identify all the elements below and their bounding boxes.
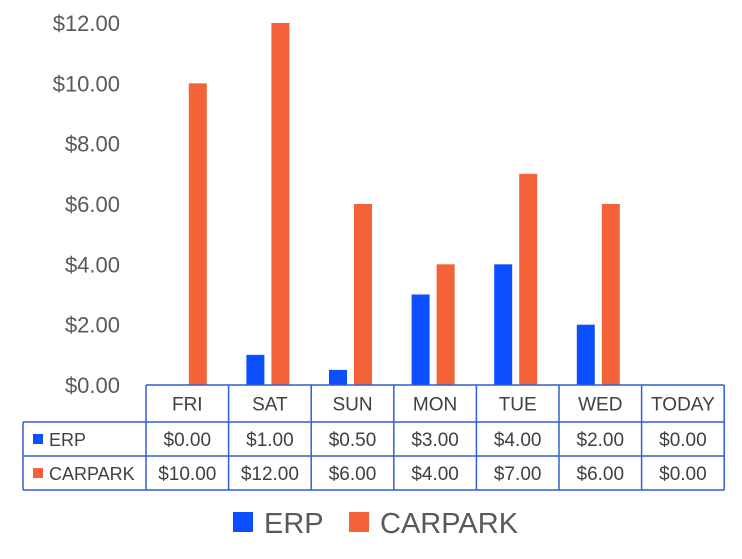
category-label: FRI — [172, 395, 203, 416]
category-label: TUE — [499, 395, 537, 416]
bar-carpark-fri — [188, 83, 207, 385]
y-tick-label: $6.00 — [65, 192, 120, 217]
bar-carpark-sun — [354, 204, 372, 385]
y-axis: $0.00 $2.00 $4.00 $6.00 $8.00 $10.00 $12.00 — [53, 11, 120, 398]
table-cell: $0.50 — [329, 430, 377, 451]
y-tick-label: $12.00 — [53, 11, 120, 36]
category-label: SAT — [252, 395, 288, 416]
y-tick-label: $10.00 — [53, 71, 120, 96]
bar-carpark-wed — [601, 204, 620, 385]
bar-erp-mon — [411, 294, 430, 385]
legend: ERP CARPARK — [233, 508, 519, 540]
table-legend-key-carpark — [33, 468, 43, 478]
bar-erp-tue — [494, 264, 513, 385]
table-legend-key-erp — [33, 434, 43, 444]
table-cell: $7.00 — [494, 464, 542, 485]
table-cell: $0.00 — [164, 430, 212, 451]
table-cell: $4.00 — [411, 464, 459, 485]
table-cell: $3.00 — [411, 430, 459, 451]
category-label: MON — [413, 395, 457, 416]
bar-erp-sun — [329, 369, 347, 385]
bar-carpark-sat — [271, 23, 290, 385]
category-label: WED — [578, 395, 622, 416]
y-tick-label: $4.00 — [65, 252, 120, 277]
y-tick-label: $8.00 — [65, 132, 120, 157]
table-cell: $0.00 — [659, 464, 707, 485]
y-tick-label: $2.00 — [65, 313, 120, 338]
legend-key-carpark — [349, 512, 369, 532]
table-row-label: CARPARK — [49, 464, 135, 484]
category-label: SUN — [332, 395, 372, 416]
category-label: TODAY — [651, 395, 715, 416]
table-cell: $4.00 — [494, 430, 542, 451]
table-cell: $12.00 — [241, 464, 299, 485]
bar-erp-sat — [246, 354, 265, 385]
table-cell: $6.00 — [577, 464, 625, 485]
table-row-label: ERP — [49, 430, 86, 450]
y-tick-label: $0.00 — [65, 373, 120, 398]
bar-erp-wed — [576, 324, 595, 385]
legend-label: ERP — [264, 508, 324, 540]
bar-carpark-tue — [519, 173, 538, 385]
data-table: FRI SAT SUN MON TUE WED TODAY ERP $0.00 $1.00 $0.5… — [22, 384, 725, 491]
table-cell: $6.00 — [329, 464, 377, 485]
bars — [188, 23, 620, 385]
table-cell: $1.00 — [246, 430, 294, 451]
table-cell: $0.00 — [659, 430, 707, 451]
table-cell: $10.00 — [158, 464, 216, 485]
bar-carpark-mon — [436, 264, 455, 385]
legend-label: CARPARK — [380, 508, 519, 540]
table-cell: $2.00 — [577, 430, 625, 451]
legend-key-erp — [233, 512, 253, 532]
